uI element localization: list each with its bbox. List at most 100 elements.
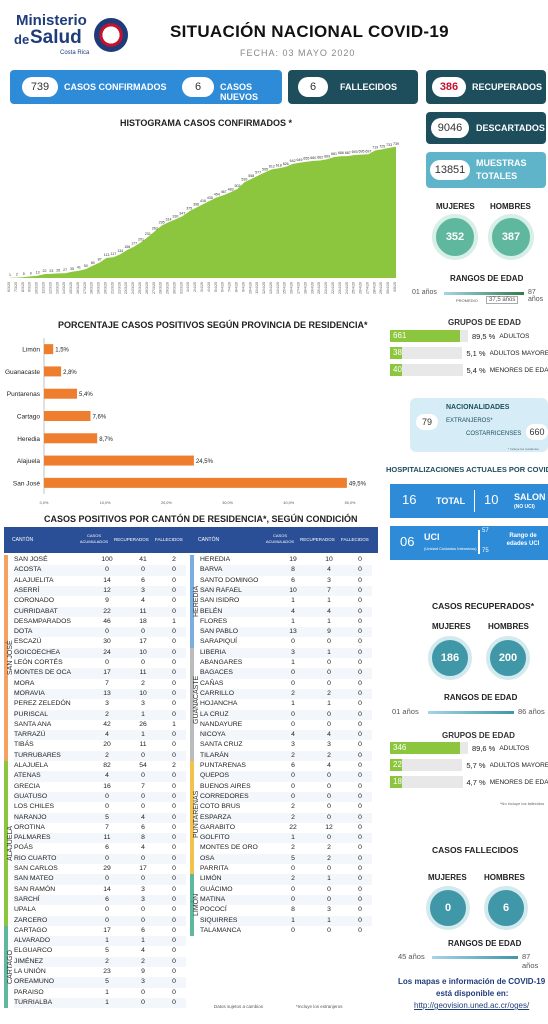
age-promedio-label: PROMEDIO [456, 298, 478, 303]
recuperados: 4 [141, 813, 145, 821]
histogram-x-tick: 31/3/20 [179, 282, 183, 294]
fallecidos: 0 [172, 576, 176, 584]
histogram-x-tick: 19/4/20 [310, 282, 314, 294]
table-row: POCOCÍ 8 3 0 [200, 905, 372, 915]
table-row: BELÉN 4 4 0 [200, 606, 372, 617]
recuperados: 0 [327, 895, 331, 903]
province-chart-title: PORCENTAJE CASOS POSITIVOS SEGÚN PROVINC… [58, 320, 368, 330]
casos-acumulados: 1 [105, 998, 109, 1006]
deaths-title: CASOS FALLECIDOS [432, 845, 519, 855]
geovision-link[interactable]: http://geovision.uned.ac.cr/oges/ [414, 1001, 530, 1010]
casos-acumulados: 14 [103, 885, 111, 893]
table-row: CARTAGO 17 6 0 [14, 926, 186, 936]
deaths-range-title: RANGOS DE EDAD [448, 939, 522, 948]
table-row: GRECIA 16 7 0 [14, 782, 186, 792]
casos-acumulados: 19 [289, 556, 297, 563]
histogram-area [10, 146, 396, 278]
casos-acumulados: 20 [103, 741, 111, 749]
table-row: MONTES DE ORO 2 2 0 [200, 843, 372, 853]
fallecidos: 0 [172, 823, 176, 831]
fallecidos: 0 [172, 947, 176, 955]
casos-acumulados: 1 [291, 659, 295, 666]
fallecidos: 0 [172, 659, 176, 666]
recovered-range-min: 01 años [392, 707, 419, 716]
recuperados: 1 [141, 710, 145, 718]
fallecidos: 0 [358, 834, 362, 842]
casos-acumulados: 42 [103, 720, 111, 728]
recuperados: 0 [327, 813, 331, 821]
recovered-mujeres-label: MUJERES [432, 622, 471, 631]
canton-name: MORA [14, 679, 35, 687]
fallecidos: 0 [172, 751, 176, 759]
table-row: PARAISO 1 0 0 [14, 988, 186, 998]
table-row: LIBERIA 3 1 0 [200, 647, 372, 658]
header-fallecidos-left: FALLECIDOS [155, 537, 183, 542]
extranjeros-label: EXTRANJEROS* [446, 418, 493, 424]
table-row: LA UNIÓN 23 9 0 [14, 967, 186, 977]
recuperados: 7 [327, 586, 331, 594]
fallecidos: 0 [358, 586, 362, 594]
fallecidos: 0 [172, 968, 176, 975]
casos-acumulados: 0 [291, 926, 295, 934]
histogram-value-label: 577 [255, 171, 261, 175]
age-group-row: 40 5,4 % MENORES DE EDAD [390, 364, 548, 376]
fallecidos: 0 [172, 998, 176, 1006]
histogram-value-label: 69 [91, 261, 95, 265]
recuperados: 8 [141, 834, 145, 842]
recuperados: 2 [141, 679, 145, 687]
histogram-x-tick: 8/4/20 [235, 282, 239, 292]
province-band-label: ALAJUELA [7, 825, 14, 861]
canton-name: SAN RAMÓN [14, 885, 56, 893]
histogram-value-label: 626 [283, 162, 289, 166]
province-band [190, 761, 194, 875]
age-promedio-value: 37,5 años [486, 296, 519, 304]
province-bar [44, 388, 77, 399]
table-row: COTO BRUS 2 0 0 [200, 802, 372, 812]
fallecidos: 0 [358, 689, 362, 697]
histogram-value-label: 134 [117, 249, 123, 253]
fallecidos: 0 [172, 988, 176, 996]
table-row: GUÁCIMO 0 0 0 [200, 885, 372, 895]
table-row: TARRAZÚ 4 1 0 [14, 730, 186, 741]
province-label: Cartago [17, 414, 41, 421]
kpi-recuperados-value: 386 [432, 77, 466, 97]
casos-acumulados: 2 [291, 803, 295, 811]
canton-name: BELÉN [200, 607, 223, 615]
canton-name: UPALA [14, 906, 36, 914]
histogram-value-label: 35 [70, 267, 74, 271]
report-date: FECHA: 03 MAYO 2020 [240, 48, 356, 58]
recuperados: 0 [141, 792, 145, 800]
recuperados: 0 [327, 679, 331, 687]
canton-name: ELGUARCO [14, 947, 53, 955]
recuperados: 7 [141, 782, 145, 790]
table-row: SAN JOSÉ 100 41 2 [14, 555, 186, 565]
canton-name: TALAMANCA [200, 926, 242, 934]
histogram-value-label: 502 [235, 184, 241, 188]
histogram-x-tick: 29/3/20 [166, 282, 170, 294]
histogram-value-label: 263 [152, 226, 158, 230]
header-casos-right: CASOS ACUMULADOS [265, 533, 295, 544]
histogram-value-label: 347 [179, 211, 185, 215]
table-row: LIMÓN 2 1 0 [200, 874, 372, 885]
recuperados: 3 [141, 700, 145, 708]
histogram-value-label: 201 [138, 237, 144, 241]
table-row: DOTA 0 0 0 [14, 627, 186, 638]
casos-acumulados: 0 [291, 865, 295, 872]
table-row: BAGACES 0 0 0 [200, 668, 372, 679]
page-title: SITUACIÓN NACIONAL COVID-19 [170, 22, 449, 41]
canton-name: GUÁCIMO [200, 885, 233, 893]
histogram-value-label: 618 [276, 163, 282, 167]
fallecidos: 0 [172, 638, 176, 646]
deaths-mujeres-circle: 0 [426, 886, 470, 930]
canton-name: PURISCAL [14, 710, 48, 718]
table-row: SAN RAFAEL 10 7 0 [200, 585, 372, 597]
province-x-tick: 30,0% [222, 501, 233, 505]
province-x-tick: 0,0% [40, 501, 49, 505]
table-row: HOJANCHA 1 1 0 [200, 699, 372, 709]
histogram-value-label: 1 [9, 273, 11, 277]
hombres-circle: 387 [488, 214, 534, 260]
table-row: DESAMPARADOS 46 18 1 [14, 617, 186, 627]
histogram-value-label: 295 [159, 221, 165, 225]
age-range-max: 87 años [528, 289, 544, 303]
casos-acumulados: 1 [105, 937, 109, 945]
